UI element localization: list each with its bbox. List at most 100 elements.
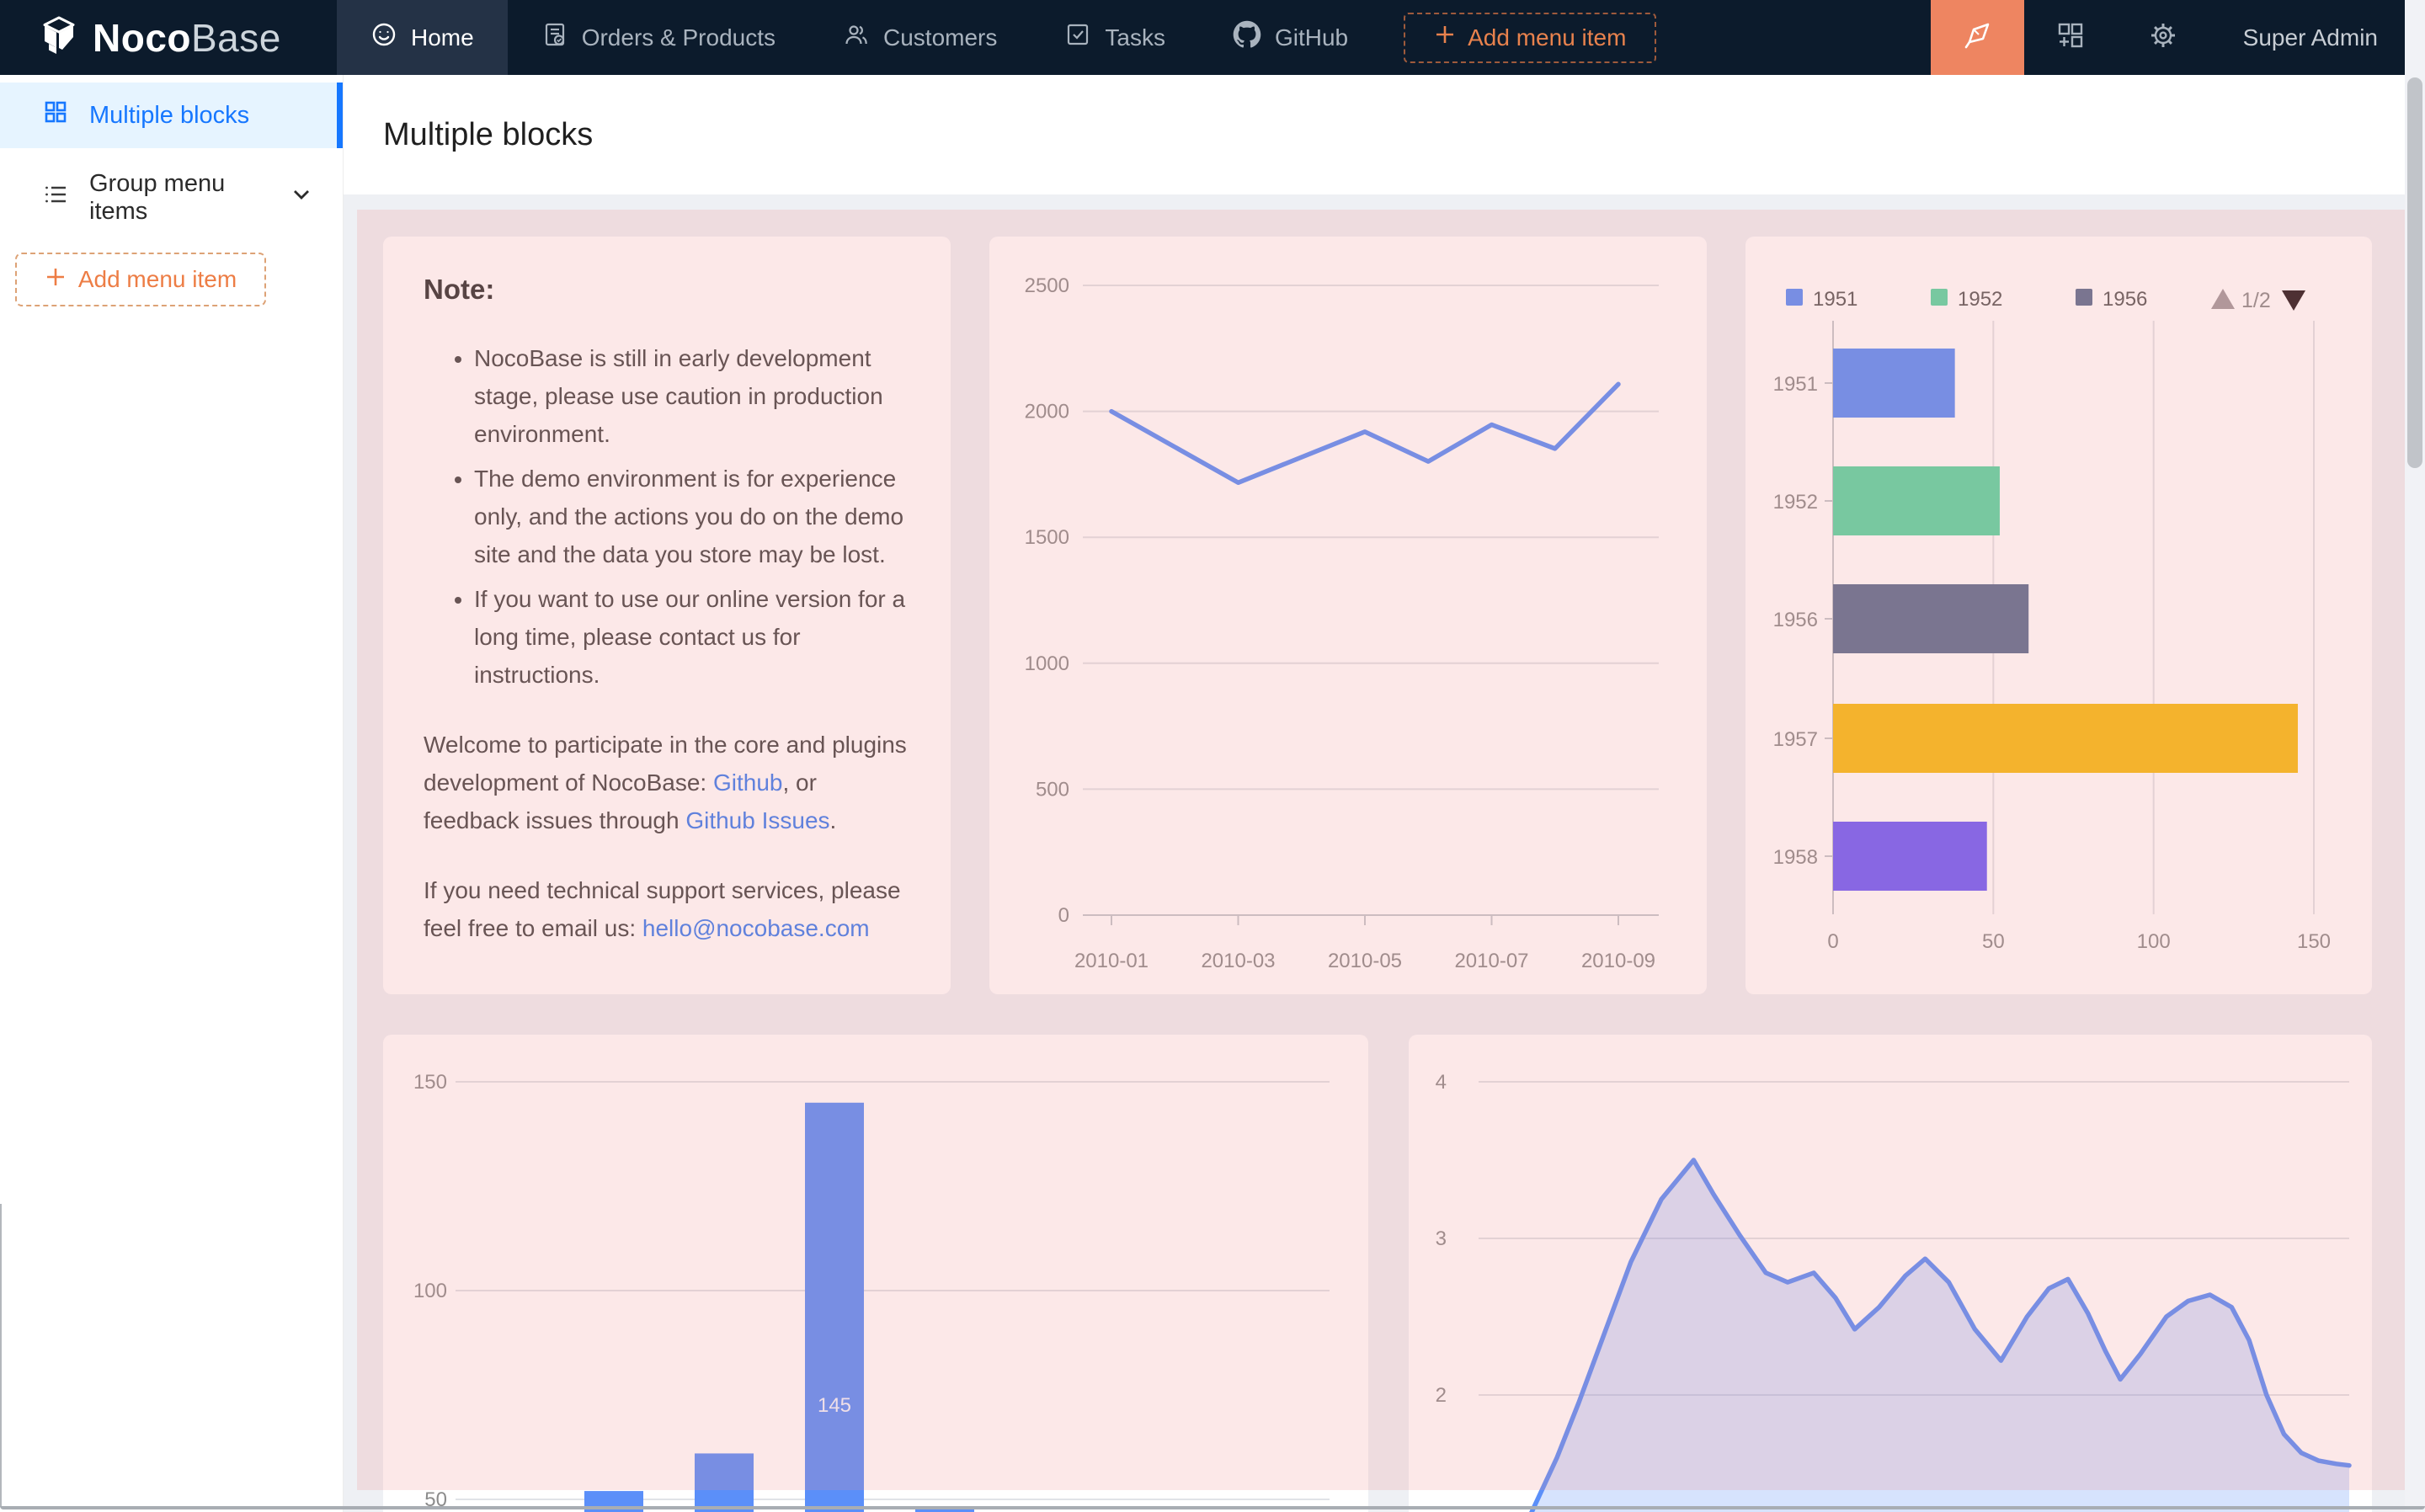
svg-text:2000: 2000 [1025, 401, 1069, 423]
note-heading: Note: [424, 274, 495, 305]
settings-button[interactable] [2117, 0, 2209, 75]
sidebar-item-multiple-blocks[interactable]: Multiple blocks [0, 83, 343, 148]
svg-text:150: 150 [413, 1071, 447, 1094]
tab-tasks[interactable]: Tasks [1031, 0, 1199, 75]
add-menu-item-label: Add menu item [1468, 24, 1627, 51]
svg-text:1957: 1957 [1773, 728, 1818, 751]
list-icon [42, 181, 69, 215]
sidebar: Multiple blocks Group menu items Add [0, 75, 344, 1512]
page-header: Multiple blocks [344, 75, 2425, 194]
page-content: Note: NocoBase is still in early develop… [344, 194, 2425, 1512]
page-title: Multiple blocks [383, 116, 594, 152]
sidebar-add-menu-item-button[interactable]: Add menu item [15, 253, 266, 306]
tab-github[interactable]: GitHub [1199, 0, 1382, 75]
tab-label: Orders & Products [581, 24, 776, 51]
note-bullet-list: NocoBase is still in early development s… [424, 339, 910, 694]
note-text-segment: Welcome to participate in the core and p… [424, 732, 907, 796]
sidebar-item-group-menu-items[interactable]: Group menu items [0, 165, 343, 231]
smiley-icon [370, 21, 397, 54]
svg-text:0: 0 [1058, 904, 1069, 927]
vertical-scrollbar [2405, 0, 2425, 1512]
svg-text:500: 500 [1036, 778, 1069, 801]
navbar-right-actions: Super Admin [1930, 0, 2425, 75]
note-link[interactable]: Github Issues [685, 807, 830, 833]
svg-text:4: 4 [1436, 1071, 1447, 1094]
bar-chart-block: 1951 1952 1956 1/2 0 50 100 150 1951 1952 1956 1957… [1745, 237, 2372, 994]
svg-text:100: 100 [413, 1280, 447, 1302]
note-block: Note: NocoBase is still in early develop… [383, 237, 951, 994]
svg-text:1500: 1500 [1025, 526, 1069, 549]
user-menu[interactable]: Super Admin [2242, 24, 2378, 51]
note-text-segment: . [829, 807, 837, 833]
svg-text:1951: 1951 [1813, 288, 1857, 311]
svg-text:2010-09: 2010-09 [1581, 950, 1655, 972]
svg-text:1952: 1952 [1773, 491, 1818, 514]
svg-text:2010-01: 2010-01 [1074, 950, 1149, 972]
team-icon [843, 21, 870, 54]
note-paragraph: If you need technical support services, … [424, 871, 910, 947]
svg-text:2010-07: 2010-07 [1454, 950, 1528, 972]
note-paragraph: Welcome to participate in the core and p… [424, 726, 910, 839]
svg-text:1956: 1956 [2103, 288, 2147, 311]
tab-orders-products[interactable]: Orders & Products [508, 0, 809, 75]
grid-plus-icon [2056, 21, 2085, 54]
plus-icon [1434, 24, 1456, 51]
highlighter-icon [1960, 19, 1994, 56]
plus-icon [45, 266, 67, 294]
tab-customers[interactable]: Customers [809, 0, 1031, 75]
window-border-left [0, 1204, 2, 1507]
logo-text: NocoBase [93, 15, 281, 60]
invoice-icon [541, 21, 568, 54]
svg-text:3: 3 [1436, 1227, 1447, 1250]
svg-text:50: 50 [1982, 930, 2005, 953]
ui-editor-button[interactable] [1930, 0, 2024, 75]
svg-text:145: 145 [818, 1394, 851, 1417]
scrollbar-thumb[interactable] [2407, 77, 2422, 468]
line-chart-block: 0 500 1000 1500 2000 2500 2010-01 2010-03 2010-0… [989, 237, 1707, 994]
github-icon [1233, 20, 1261, 55]
cube-logo-icon [37, 13, 93, 61]
note-bullet: The demo environment is for experience o… [474, 460, 910, 573]
navbar-add-menu-item-button[interactable]: Add menu item [1404, 12, 1657, 63]
note-text: Note: NocoBase is still in early develop… [383, 237, 951, 947]
add-menu-item-label: Add menu item [77, 266, 237, 292]
note-bullet: NocoBase is still in early development s… [474, 339, 910, 453]
svg-text:1958: 1958 [1773, 846, 1818, 869]
svg-text:2: 2 [1436, 1384, 1447, 1407]
svg-text:1956: 1956 [1773, 609, 1818, 631]
add-block-templates-button[interactable] [2024, 0, 2117, 75]
tab-label: GitHub [1274, 24, 1349, 51]
grid-icon [42, 98, 69, 132]
svg-text:1952: 1952 [1958, 288, 2002, 311]
svg-text:2500: 2500 [1025, 274, 1069, 297]
top-navbar: NocoBase Home [0, 0, 2425, 75]
sidebar-item-label: Group menu items [89, 170, 226, 225]
nocobase-logo[interactable]: NocoBase [0, 0, 337, 75]
note-link[interactable]: hello@nocobase.com [642, 915, 870, 941]
tab-label: Home [411, 24, 474, 51]
horizontal-bar-chart: 1951 1952 1956 1/2 0 50 100 150 1951 1952 1956 1957… [1773, 288, 2331, 953]
area-chart-block: 4 3 2 [1409, 1035, 2372, 1512]
note-text-segment: If you need technical support services, … [424, 877, 901, 941]
area-chart: 4 3 2 [1436, 1071, 2352, 1512]
svg-text:100: 100 [2137, 930, 2171, 953]
check-square-icon [1064, 21, 1091, 54]
svg-text:1000: 1000 [1025, 652, 1069, 675]
svg-text:1/2: 1/2 [2241, 289, 2271, 312]
note-link[interactable]: Github [712, 769, 783, 796]
note-bullet: If you want to use our online version fo… [474, 580, 910, 694]
svg-text:1951: 1951 [1773, 373, 1818, 396]
main-menu: Home Orders & Products [337, 0, 1657, 75]
tab-label: Customers [883, 24, 998, 51]
note-text-segment: , or feedback issues through [424, 769, 817, 833]
column-chart-block: 150 100 50 145 [383, 1035, 1368, 1512]
chevron-down-icon [290, 184, 312, 212]
svg-text:150: 150 [2297, 930, 2331, 953]
line-chart: 0 500 1000 1500 2000 2500 2010-01 2010-03 2010-0… [1025, 274, 1659, 972]
svg-text:0: 0 [1827, 930, 1838, 953]
tab-home[interactable]: Home [337, 0, 508, 75]
svg-text:2010-03: 2010-03 [1201, 950, 1275, 972]
sidebar-item-label: Multiple blocks [89, 101, 250, 129]
window-border-bottom [0, 1506, 2425, 1509]
